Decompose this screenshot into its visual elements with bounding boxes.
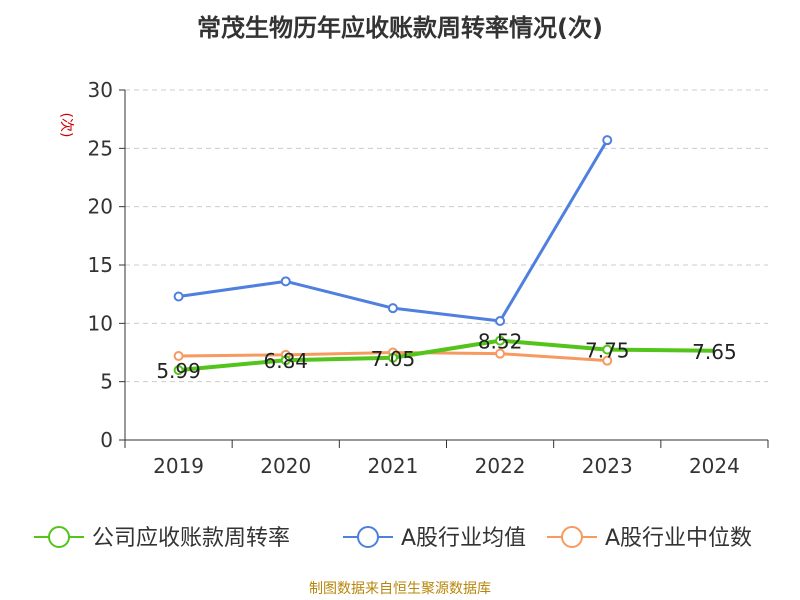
x-tick-label: 2019 <box>153 454 204 478</box>
legend-item: A股行业中位数 <box>547 526 752 551</box>
legend-label: A股行业均值 <box>401 526 526 551</box>
data-label: 5.99 <box>156 359 201 383</box>
y-tick-label: 20 <box>88 195 113 219</box>
series-line <box>178 139 609 323</box>
data-point <box>280 355 291 366</box>
data-label: 7.65 <box>692 340 737 364</box>
legend: 公司应收账款周转率 A股行业均值 A股行业中位数 <box>34 526 752 551</box>
data-point <box>602 344 613 355</box>
data-label: 6.84 <box>263 349 308 373</box>
x-tick-label: 2020 <box>260 454 311 478</box>
data-labels: 5.99 6.84 7.05 8.52 7.75 7.65 <box>156 330 736 384</box>
y-tick-label: 25 <box>88 136 113 160</box>
data-label: 7.05 <box>371 347 416 371</box>
legend-item: A股行业均值 <box>343 526 526 551</box>
y-tick-label: 10 <box>88 311 113 335</box>
axes: 0 5 10 15 20 25 30 2019 2020 2021 2022 2023 2024 (次) <box>58 78 769 478</box>
data-point <box>495 335 506 346</box>
y-tick-label: 30 <box>88 78 113 102</box>
chart-title: 常茂生物历年应收账款周转率情况(次) <box>197 14 603 42</box>
data-point <box>280 276 291 287</box>
series-lines <box>173 135 715 376</box>
x-tick-label: 2022 <box>475 454 526 478</box>
data-point <box>602 135 613 146</box>
legend-label: A股行业中位数 <box>605 526 752 551</box>
data-point <box>173 291 184 302</box>
grid-lines <box>125 89 768 383</box>
data-label: 8.52 <box>478 330 523 354</box>
data-point <box>387 303 398 314</box>
x-tick-label: 2023 <box>582 454 633 478</box>
y-tick-label: 5 <box>100 370 113 394</box>
y-tick-label: 0 <box>100 428 113 452</box>
data-label: 7.75 <box>585 339 630 363</box>
data-point <box>173 365 184 376</box>
y-axis-unit: (次) <box>58 113 74 138</box>
x-tick-label: 2021 <box>367 454 418 478</box>
legend-marker <box>357 526 379 548</box>
legend-item: 公司应收账款周转率 <box>34 526 290 551</box>
data-point <box>495 348 506 359</box>
data-point <box>173 351 184 361</box>
source-footer: 制图数据来自恒生聚源数据库 <box>309 581 491 597</box>
y-tick-label: 15 <box>88 253 113 277</box>
series-line <box>178 338 715 373</box>
x-tick-label: 2024 <box>689 454 740 478</box>
legend-label: 公司应收账款周转率 <box>92 526 290 551</box>
data-point <box>602 355 613 366</box>
data-point <box>495 316 506 326</box>
legend-marker <box>48 526 70 548</box>
data-point <box>387 352 398 363</box>
legend-marker <box>561 526 583 548</box>
